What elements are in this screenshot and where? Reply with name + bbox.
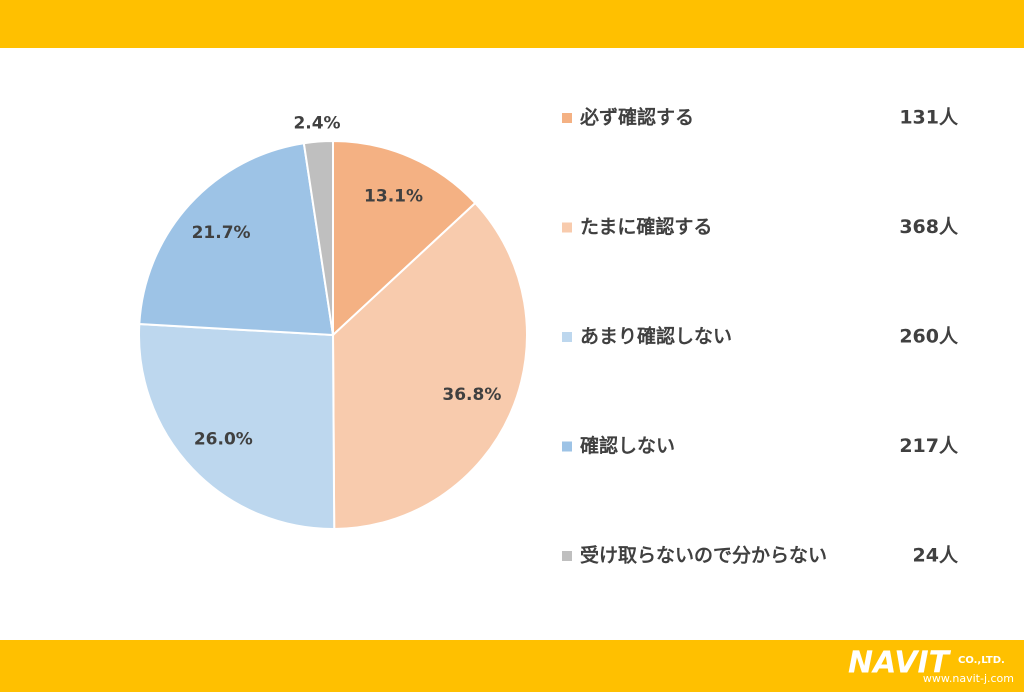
company: CO.,LTD. [958, 655, 1005, 666]
legend-swatch [562, 441, 572, 452]
bottom-bar [0, 640, 1024, 692]
legend-label: あまり確認しない [580, 325, 732, 348]
count-label: 260人 [899, 326, 959, 348]
legend-swatch [562, 551, 572, 561]
legend-label: 必ず確認する [579, 106, 694, 129]
legend-swatch [562, 332, 572, 342]
pie-slice [138, 142, 335, 337]
logo: NAVIT [848, 646, 952, 681]
count-label: 368人 [899, 216, 959, 238]
count-label: 24人 [913, 545, 959, 567]
data-label: 36.8% [442, 385, 501, 405]
pie-slice [138, 322, 336, 530]
url: www.navit-j.com [923, 672, 1014, 685]
legend-swatch [562, 222, 572, 233]
legend-label: 受け取らないので分からない [580, 544, 827, 567]
legend-label: 確認しない [580, 434, 675, 457]
pie-slice [331, 201, 528, 531]
legend-label: たまに確認する [580, 215, 712, 238]
count-label: 217人 [899, 435, 959, 457]
data-label: 21.7% [192, 223, 251, 243]
data-label: 13.1% [364, 186, 423, 206]
data-label: 2.4% [293, 114, 340, 134]
count-label: 131人 [899, 107, 959, 129]
data-label: 26.0% [194, 429, 253, 449]
pie-slice [302, 139, 334, 336]
top-bar [0, 0, 1024, 48]
pie-slice [332, 139, 477, 338]
legend-swatch [562, 113, 572, 123]
